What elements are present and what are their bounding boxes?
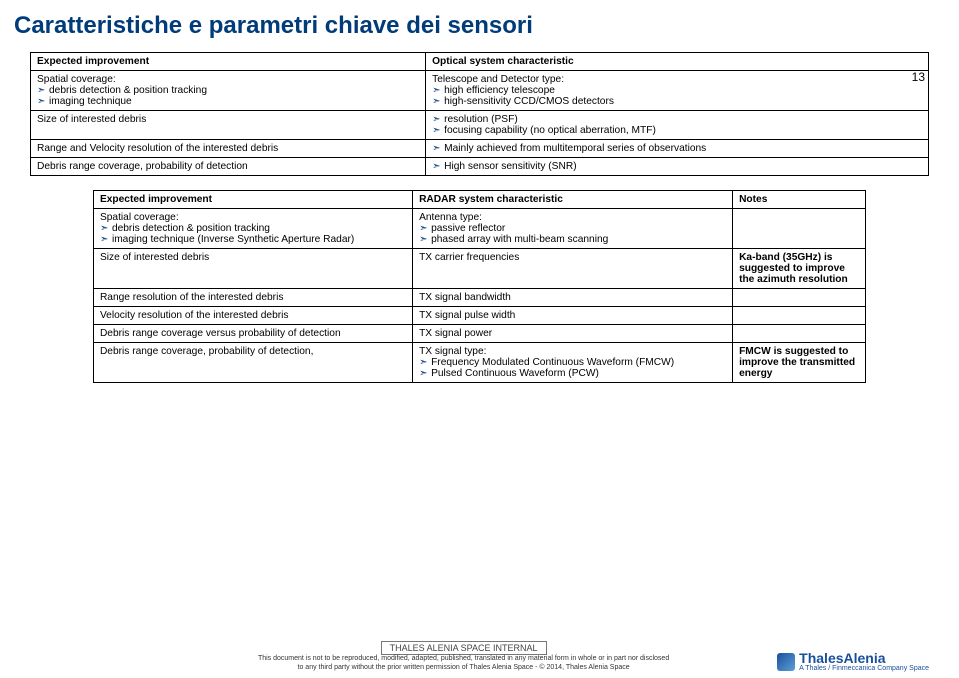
table-row: Debris range coverage versus probability… [93,325,865,343]
t2-r1c1: Spatial coverage: ➣debris detection & po… [93,209,412,249]
bullet-icon: ➣ [432,96,444,107]
cell-bullet: Pulsed Continuous Waveform (PCW) [431,368,599,379]
bullet-icon: ➣ [432,125,444,136]
t2-r5c3 [733,325,866,343]
t2-r4c2: TX signal pulse width [413,307,733,325]
brand-logo: ThalesAlenia A Thales / Finmeccanica Com… [777,651,929,672]
bullet-icon: ➣ [100,234,112,245]
bullet-icon: ➣ [432,85,444,96]
t1-r3c2: ➣Mainly achieved from multitemporal seri… [426,140,929,158]
t2-r2c2: TX carrier frequencies [413,249,733,289]
disc-line1: This document is not to be reproduced, m… [258,655,669,662]
cell-bullet: passive reflector [431,223,505,234]
cell-bullet: Frequency Modulated Continuous Waveform … [431,357,674,368]
t2-r5c2: TX signal power [413,325,733,343]
table-row: Debris range coverage, probability of de… [31,158,929,176]
page-title: Caratteristiche e parametri chiave dei s… [0,0,959,44]
t2-h1: Expected improvement [93,191,412,209]
bullet-icon: ➣ [432,161,444,172]
t1-h2: Optical system characteristic [426,53,929,71]
table-row: Spatial coverage: ➣debris detection & po… [93,209,865,249]
brand-top: ThalesAlenia [799,651,929,665]
cell-bullet: high efficiency telescope [444,85,555,96]
t1-r3c1: Range and Velocity resolution of the int… [31,140,426,158]
t2-r1c3 [733,209,866,249]
bullet-icon: ➣ [37,85,49,96]
table-row: Velocity resolution of the interested de… [93,307,865,325]
cell-bullet: High sensor sensitivity (SNR) [444,161,576,172]
t2-r4c3 [733,307,866,325]
brand-bottom: A Thales / Finmeccanica Company Space [799,665,929,672]
t2-r4c1: Velocity resolution of the interested de… [93,307,412,325]
cell-head: Spatial coverage: [37,74,419,85]
t2-h2: RADAR system characteristic [413,191,733,209]
table-row: Size of interested debris TX carrier fre… [93,249,865,289]
t1-h1: Expected improvement [31,53,426,71]
t1-r2c1: Size of interested debris [31,111,426,140]
disclaimer: This document is not to be reproduced, m… [258,655,669,672]
t2-r6c3: FMCW is suggested to improve the transmi… [733,343,866,383]
disc-line2: to any third party without the prior wri… [298,664,630,671]
cell-head: Spatial coverage: [100,212,406,223]
t1-r4c1: Debris range coverage, probability of de… [31,158,426,176]
optical-table: Expected improvement Optical system char… [30,52,929,176]
radar-table: Expected improvement RADAR system charac… [93,190,866,383]
table-row: Size of interested debris ➣resolution (P… [31,111,929,140]
bullet-icon: ➣ [419,223,431,234]
bullet-icon: ➣ [419,368,431,379]
t2-h3: Notes [733,191,866,209]
table-row: Expected improvement RADAR system charac… [93,191,865,209]
classification-tag: THALES ALENIA SPACE INTERNAL [381,641,547,655]
cell-bullet: focusing capability (no optical aberrati… [444,125,656,136]
t2-r3c2: TX signal bandwidth [413,289,733,307]
cell-bullet: debris detection & position tracking [112,223,270,234]
bullet-icon: ➣ [37,96,49,107]
cell-bullet: imaging technique (Inverse Synthetic Ape… [112,234,354,245]
t2-r3c1: Range resolution of the interested debri… [93,289,412,307]
t2-r2c3: Ka-band (35GHz) is suggested to improve … [733,249,866,289]
t2-r6c2: TX signal type: ➣Frequency Modulated Con… [413,343,733,383]
table-row: Range and Velocity resolution of the int… [31,140,929,158]
t2-r5c1: Debris range coverage versus probability… [93,325,412,343]
table-row: Spatial coverage: ➣debris detection & po… [31,71,929,111]
cell-head: Antenna type: [419,212,726,223]
t1-r4c2: ➣High sensor sensitivity (SNR) [426,158,929,176]
t2-r2c1: Size of interested debris [93,249,412,289]
table-row: Debris range coverage, probability of de… [93,343,865,383]
t2-r6c1: Debris range coverage, probability of de… [93,343,412,383]
cell-bullet: imaging technique [49,96,132,107]
cell-bullet: resolution (PSF) [444,114,518,125]
cell-head: TX signal type: [419,346,726,357]
t2-r1c2: Antenna type: ➣passive reflector ➣phased… [413,209,733,249]
bullet-icon: ➣ [419,357,431,368]
bullet-icon: ➣ [432,143,444,154]
cell-bullet: phased array with multi-beam scanning [431,234,608,245]
table-row: Expected improvement Optical system char… [31,53,929,71]
footer: THALES ALENIA SPACE INTERNAL This docume… [0,641,959,672]
cell-bullet: high-sensitivity CCD/CMOS detectors [444,96,614,107]
table-row: Range resolution of the interested debri… [93,289,865,307]
page-number: 13 [912,70,925,84]
t1-r2c2: ➣resolution (PSF) ➣focusing capability (… [426,111,929,140]
t1-r1c1: Spatial coverage: ➣debris detection & po… [31,71,426,111]
content-area: Expected improvement Optical system char… [0,52,959,383]
cell-bullet: Mainly achieved from multitemporal serie… [444,143,706,154]
bullet-icon: ➣ [419,234,431,245]
cell-bullet: debris detection & position tracking [49,85,207,96]
t1-r1c2: Telescope and Detector type: ➣high effic… [426,71,929,111]
cell-head: Telescope and Detector type: [432,74,922,85]
bullet-icon: ➣ [432,114,444,125]
t2-r3c3 [733,289,866,307]
bullet-icon: ➣ [100,223,112,234]
logo-icon [777,653,795,671]
